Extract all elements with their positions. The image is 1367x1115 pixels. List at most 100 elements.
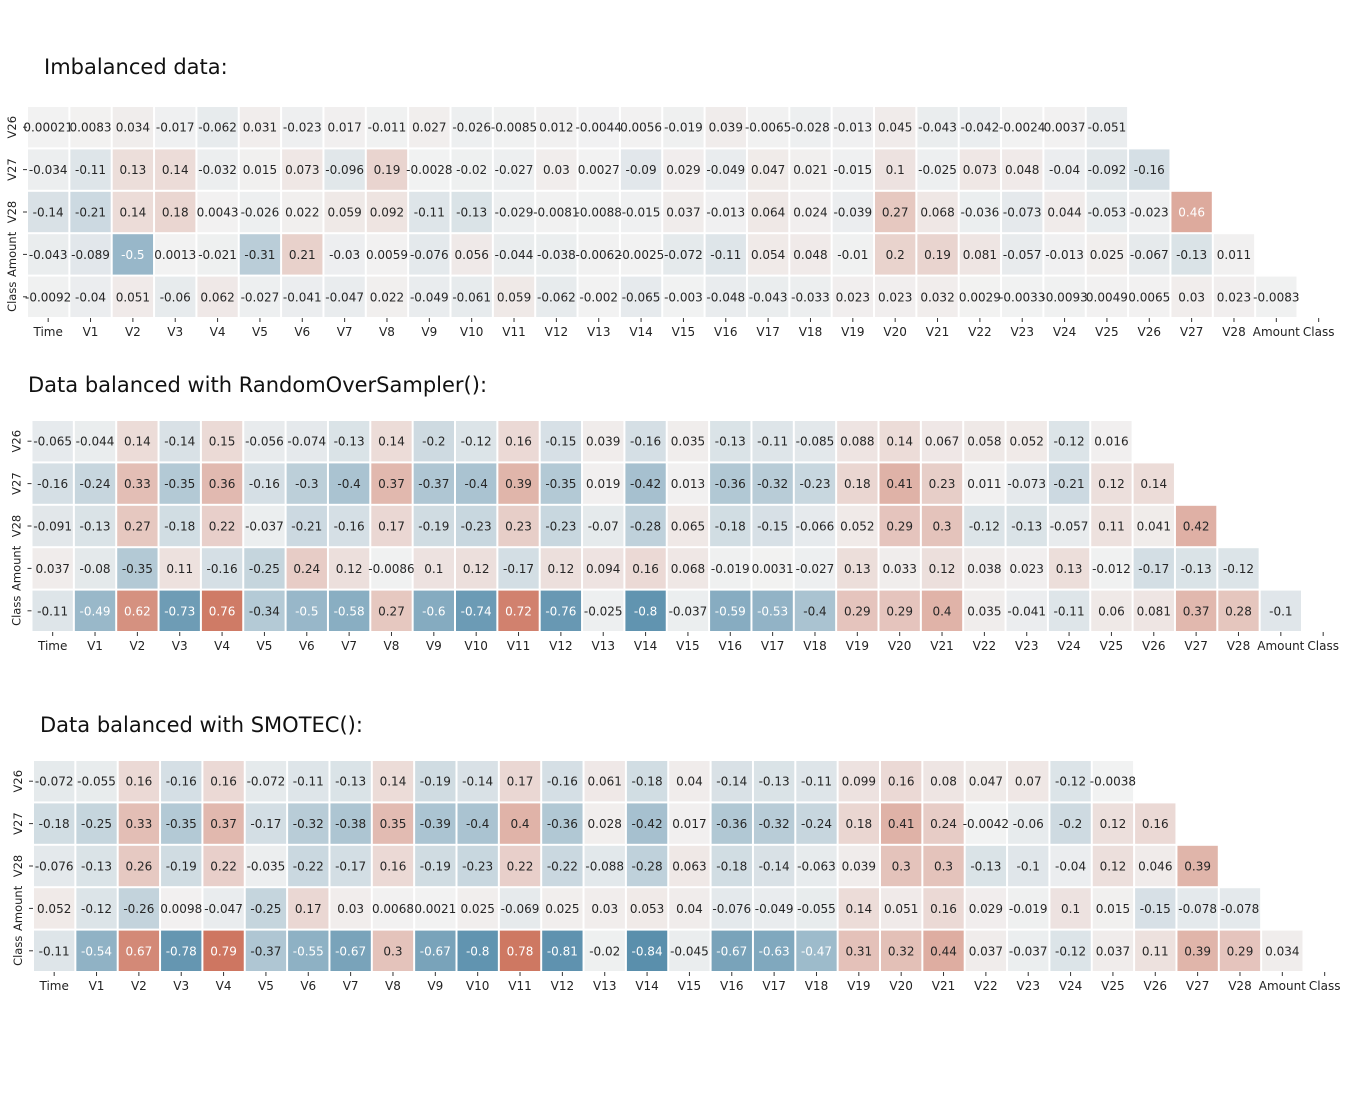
- cell-value-label: 0.063: [672, 860, 706, 874]
- x-tick-label: V24: [1053, 325, 1076, 339]
- heatmap-cell: [540, 463, 582, 504]
- heatmap-cell: [711, 888, 752, 929]
- heatmap-cell: [112, 107, 154, 148]
- heatmap-cell: [837, 421, 878, 462]
- x-tick-label: Class: [1303, 325, 1335, 339]
- cell-value-label: 0.17: [295, 902, 322, 916]
- heatmap-cell: [1050, 803, 1091, 844]
- heatmap-cell: [711, 761, 752, 802]
- x-tick-label: V4: [216, 979, 232, 993]
- x-tick-label: V27: [1180, 325, 1203, 339]
- heatmap-cell: [753, 761, 795, 802]
- cell-value-label: -0.14: [759, 860, 790, 874]
- cell-value-label: -0.16: [630, 435, 661, 449]
- heatmap-cell: [965, 888, 1007, 929]
- heatmap-cell: [74, 505, 116, 547]
- cell-value-label: -0.5: [121, 248, 144, 262]
- heatmap-cell: [415, 888, 456, 929]
- heatmap-cell: [620, 149, 662, 190]
- cell-value-label: -0.42: [630, 477, 661, 491]
- cell-value-label: 0.047: [969, 775, 1003, 789]
- x-tick-label: V8: [385, 979, 401, 993]
- heatmap-cell: [1175, 505, 1217, 547]
- x-tick-label: V15: [678, 979, 701, 993]
- cell-value-label: 0.017: [327, 121, 361, 135]
- x-tick-label: V3: [172, 639, 188, 653]
- cell-value-label: -0.042: [961, 121, 1000, 135]
- heatmap-cell: [923, 888, 964, 929]
- y-tick-label: Class: [11, 936, 25, 966]
- heatmap-cell: [244, 463, 285, 504]
- heatmap-cell: [837, 463, 878, 504]
- cell-value-label: 0.081: [1137, 604, 1171, 618]
- heatmap-cell: [625, 463, 666, 504]
- cell-value-label: -0.0065: [745, 121, 791, 135]
- heatmap-cell: [578, 234, 619, 275]
- cell-value-label: 0.034: [1265, 944, 1299, 958]
- cell-value-label: 0.16: [888, 775, 915, 789]
- cell-value-label: -0.015: [622, 206, 661, 220]
- cell-value-label: -0.47: [801, 944, 832, 958]
- cell-value-label: -0.066: [796, 520, 835, 534]
- heatmap-cell: [790, 191, 831, 233]
- cell-value-label: 0.048: [1005, 163, 1039, 177]
- cell-value-label: -0.16: [166, 775, 197, 789]
- heatmap-cell: [366, 276, 408, 317]
- cell-value-label: 0.067: [925, 435, 959, 449]
- heatmap-cell: [203, 761, 244, 802]
- cell-value-label: 0.037: [969, 944, 1003, 958]
- cell-value-label: 0.054: [751, 248, 785, 262]
- heatmap-cell: [1086, 149, 1128, 190]
- heatmap-cell: [493, 149, 535, 190]
- heatmap-cell: [667, 505, 709, 547]
- heatmap-cell: [366, 149, 408, 190]
- cell-value-label: 0.011: [967, 477, 1001, 491]
- cell-value-label: -0.2: [1059, 817, 1082, 831]
- heatmap-cell: [70, 149, 111, 190]
- cell-value-label: 0.42: [1183, 520, 1210, 534]
- cell-value-label: 0.039: [586, 435, 620, 449]
- heatmap-cell: [875, 149, 916, 190]
- heatmap-cell: [1002, 107, 1043, 148]
- x-tick-label: V17: [761, 639, 784, 653]
- cell-value-label: -0.14: [33, 206, 64, 220]
- cell-value-label: -0.25: [81, 817, 112, 831]
- heatmap-cell: [583, 505, 624, 547]
- cell-value-label: 0.059: [497, 290, 531, 304]
- x-tick-label: V21: [926, 325, 949, 339]
- cell-value-label: -0.16: [207, 562, 238, 576]
- cell-value-label: -0.28: [630, 520, 661, 534]
- cell-value-label: 0.037: [35, 562, 69, 576]
- y-tick-label: V26: [11, 770, 25, 793]
- heatmap-cell: [118, 803, 160, 844]
- heatmap-cell: [796, 845, 837, 887]
- cell-value-label: 0.3: [383, 944, 402, 958]
- cell-value-label: -0.027: [796, 562, 835, 576]
- heatmap-cell: [1177, 888, 1218, 929]
- x-tick-label: V7: [343, 979, 359, 993]
- cell-value-label: -0.81: [547, 944, 578, 958]
- cell-value-label: -0.23: [799, 477, 830, 491]
- cell-value-label: -0.23: [461, 520, 492, 534]
- heatmap-cell: [917, 276, 958, 317]
- cell-value-label: 0.16: [380, 860, 407, 874]
- heatmap-cell: [415, 761, 456, 802]
- heatmap-cell: [159, 505, 200, 547]
- cell-value-label: 0.062: [200, 290, 234, 304]
- cell-value-label: -0.13: [456, 206, 487, 220]
- cell-value-label: -0.14: [462, 775, 493, 789]
- cell-value-label: -0.17: [1138, 562, 1169, 576]
- heatmap-cell: [879, 463, 920, 504]
- cell-value-label: -0.0083: [1253, 290, 1299, 304]
- heatmap-cell: [626, 761, 668, 802]
- x-tick-label: V18: [799, 325, 822, 339]
- cell-value-label: 0.094: [586, 562, 620, 576]
- cell-value-label: -0.26: [123, 902, 154, 916]
- heatmap-cell: [1002, 276, 1043, 317]
- cell-value-label: -0.28: [632, 860, 663, 874]
- cell-value-label: -0.0081: [533, 206, 579, 220]
- heatmap-cell: [959, 149, 1001, 190]
- heatmap-cell: [667, 421, 709, 462]
- x-tick-label: V24: [1057, 639, 1080, 653]
- cell-value-label: 0.3: [932, 520, 951, 534]
